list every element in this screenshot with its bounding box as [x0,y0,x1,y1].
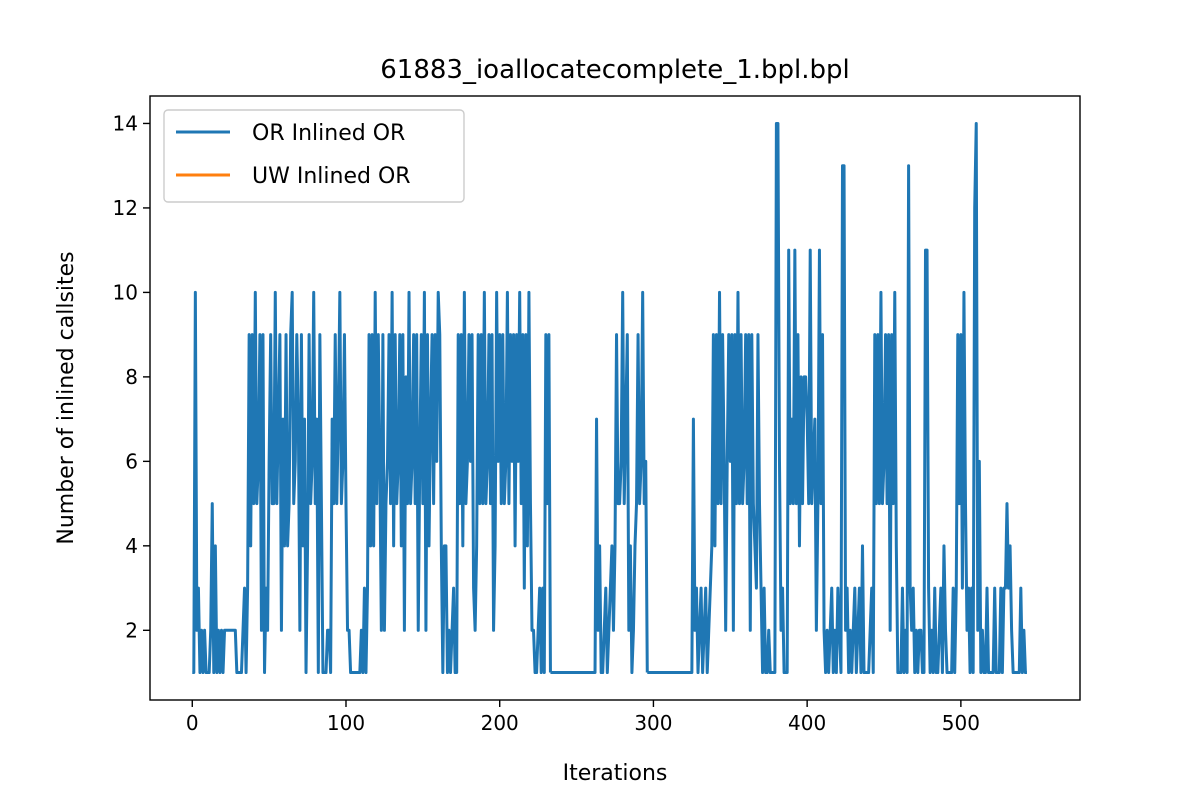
series-line-or-inlined-or [192,290,552,675]
series-line-or-inlined-or [647,121,1027,675]
series-layer [192,121,1027,675]
y-tick-label: 6 [125,449,138,473]
y-tick-label: 2 [125,618,138,642]
legend: OR Inlined OR UW Inlined OR [163,109,465,203]
x-tick-label: 500 [942,711,980,735]
series-line-or-inlined-or [550,290,649,675]
x-tick-label: 300 [634,711,672,735]
y-tick-label: 12 [113,196,138,220]
plot-frame [149,95,1081,701]
legend-label-uw-inlined-or: UW Inlined OR [252,164,411,189]
y-tick-label: 14 [113,111,138,135]
legend-box [163,109,465,203]
x-axis-ticks: 0 100 200 300 400 500 [186,700,980,735]
y-tick-label: 8 [125,365,138,389]
x-tick-label: 400 [788,711,826,735]
x-tick-label: 100 [327,711,365,735]
legend-label-or-inlined-or: OR Inlined OR [252,121,405,146]
x-tick-label: 0 [186,711,199,735]
x-axis-title: Iterations [563,761,668,786]
y-tick-label: 10 [113,280,138,304]
y-axis-title: Number of inlined callsites [54,251,79,544]
y-tick-label: 4 [125,534,138,558]
x-tick-label: 200 [481,711,519,735]
y-axis-ticks: 2 4 6 8 10 12 14 [113,111,150,642]
chart-title: 61883_ioallocatecomplete_1.bpl.bpl [380,55,850,85]
